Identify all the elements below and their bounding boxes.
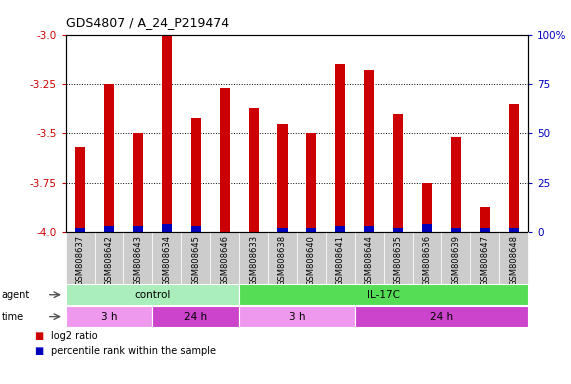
Bar: [152, 232, 182, 284]
Bar: [133, 227, 143, 232]
Bar: [191, 118, 201, 232]
Text: GSM808636: GSM808636: [423, 235, 432, 286]
Text: 24 h: 24 h: [430, 311, 453, 322]
Bar: [499, 232, 528, 284]
Bar: [384, 232, 413, 284]
Bar: [364, 227, 374, 232]
Bar: [239, 232, 268, 284]
Bar: [104, 84, 114, 232]
Bar: [210, 232, 239, 284]
Bar: [248, 108, 259, 232]
Bar: [393, 228, 403, 232]
Bar: [123, 232, 152, 284]
Text: ■: ■: [34, 331, 43, 341]
Text: GSM808644: GSM808644: [365, 235, 373, 286]
Text: time: time: [2, 311, 24, 322]
Bar: [182, 232, 210, 284]
Text: ■: ■: [34, 346, 43, 356]
Text: GSM808637: GSM808637: [75, 235, 85, 286]
Bar: [509, 228, 519, 232]
Bar: [162, 35, 172, 232]
Bar: [422, 183, 432, 232]
Bar: [509, 104, 519, 232]
Bar: [162, 224, 172, 232]
Bar: [451, 137, 461, 232]
Bar: [413, 232, 441, 284]
Text: GSM808641: GSM808641: [336, 235, 345, 286]
Bar: [297, 232, 326, 284]
Bar: [191, 227, 201, 232]
Text: GSM808633: GSM808633: [249, 235, 258, 286]
Bar: [480, 228, 490, 232]
Text: GSM808640: GSM808640: [307, 235, 316, 286]
Bar: [326, 232, 355, 284]
Bar: [220, 88, 230, 232]
Bar: [422, 224, 432, 232]
Bar: [451, 228, 461, 232]
Text: GSM808634: GSM808634: [162, 235, 171, 286]
Bar: [355, 306, 528, 327]
Bar: [268, 232, 297, 284]
Bar: [364, 70, 374, 232]
Text: percentile rank within the sample: percentile rank within the sample: [51, 346, 216, 356]
Bar: [75, 228, 85, 232]
Text: IL-17C: IL-17C: [367, 290, 400, 300]
Text: GSM808639: GSM808639: [452, 235, 460, 286]
Text: GSM808642: GSM808642: [104, 235, 114, 286]
Bar: [278, 124, 288, 232]
Text: log2 ratio: log2 ratio: [51, 331, 98, 341]
Text: control: control: [134, 290, 171, 300]
Text: GSM808635: GSM808635: [393, 235, 403, 286]
Bar: [335, 64, 345, 232]
Bar: [66, 284, 239, 305]
Bar: [152, 306, 239, 327]
Bar: [393, 114, 403, 232]
Bar: [471, 232, 499, 284]
Bar: [239, 284, 528, 305]
Bar: [306, 228, 316, 232]
Bar: [66, 306, 152, 327]
Text: agent: agent: [2, 290, 30, 300]
Bar: [441, 232, 471, 284]
Bar: [239, 306, 355, 327]
Text: GSM808643: GSM808643: [134, 235, 142, 286]
Text: GSM808647: GSM808647: [480, 235, 489, 286]
Bar: [278, 228, 288, 232]
Bar: [355, 232, 384, 284]
Text: GDS4807 / A_24_P219474: GDS4807 / A_24_P219474: [66, 16, 229, 29]
Bar: [75, 147, 85, 232]
Bar: [133, 133, 143, 232]
Bar: [66, 232, 95, 284]
Text: GSM808645: GSM808645: [191, 235, 200, 286]
Bar: [306, 133, 316, 232]
Bar: [104, 227, 114, 232]
Text: 24 h: 24 h: [184, 311, 207, 322]
Bar: [335, 227, 345, 232]
Text: GSM808646: GSM808646: [220, 235, 229, 286]
Text: GSM808648: GSM808648: [509, 235, 518, 286]
Bar: [480, 207, 490, 232]
Text: 3 h: 3 h: [289, 311, 305, 322]
Text: 3 h: 3 h: [100, 311, 117, 322]
Bar: [95, 232, 123, 284]
Text: GSM808638: GSM808638: [278, 235, 287, 286]
